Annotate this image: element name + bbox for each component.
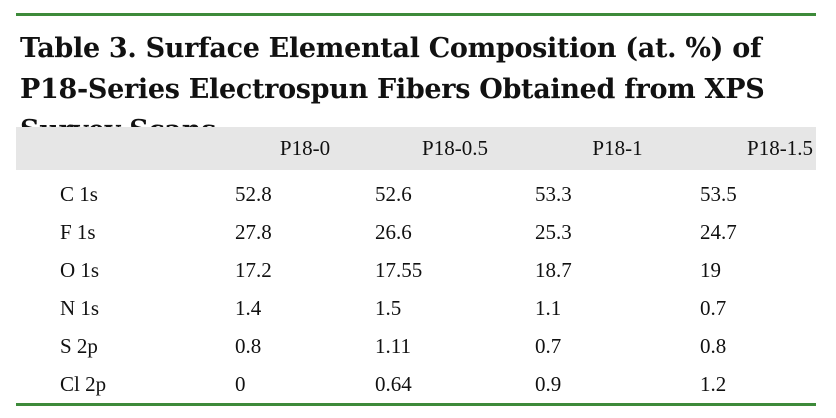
table-cell: 1.4 [235,295,262,320]
table-cell: 27.8 [235,219,272,244]
table-cell: 1.11 [375,333,411,358]
table-cell: 1.1 [535,295,562,320]
table-cell: 1.2 [700,371,727,396]
table-title: Table 3. Surface Elemental Composition (… [20,33,765,146]
header-row: P18-0 P18-0.5 P18-1 P18-1.5 [16,127,836,170]
table-cell: 0.7 [535,333,562,358]
table-cell: 24.7 [700,219,737,244]
table-cell: 0.7 [700,295,727,320]
bottom-rule [16,403,816,406]
column-header-p18-0: P18-0 [279,136,331,160]
column-header-element [16,127,235,170]
table-cell: 52.6 [375,181,412,206]
table-cell: 17.55 [375,257,423,282]
row-label: N 1s [60,295,100,320]
table-row: C 1s 52.8 52.6 53.3 53.5 [16,170,836,213]
table-row: F 1s 27.8 26.6 25.3 24.7 [16,213,836,251]
row-label: O 1s [60,257,100,282]
table-cell: 53.3 [535,181,572,206]
row-label: Cl 2p [60,371,107,396]
table-cell: 0.8 [700,333,727,358]
table-cell: 18.7 [535,257,572,282]
table-cell: 0.64 [375,371,412,396]
table-row: S 2p 0.8 1.11 0.7 0.8 [16,327,836,365]
row-label: C 1s [60,181,98,206]
row-label: S 2p [60,333,98,358]
table-cell: 25.3 [535,219,572,244]
table-row: O 1s 17.2 17.55 18.7 19 [16,251,836,289]
table-row: Cl 2p 0 0.64 0.9 1.2 [16,365,836,403]
table-cell: 52.8 [235,181,272,206]
table-cell: 26.6 [375,219,412,244]
table-cell: 19 [700,257,721,282]
table-cell: 53.5 [700,181,737,206]
top-rule [16,13,816,16]
row-label: F 1s [60,219,96,244]
table-cell: 0 [235,371,246,396]
column-header-p18-1-5: P18-1.5 [747,136,813,160]
header-band [16,127,816,170]
table-document: Table 3. Surface Elemental Composition (… [16,0,816,418]
composition-table: P18-0 P18-0.5 P18-1 P18-1.5 C 1s 52.8 52… [16,127,836,403]
table-row: N 1s 1.4 1.5 1.1 0.7 [16,289,836,327]
table-cell: 17.2 [235,257,272,282]
column-header-p18-0-5: P18-0.5 [422,136,488,160]
column-header-p18-1: P18-1 [592,136,643,160]
table-cell: 0.8 [235,333,262,358]
table-cell: 1.5 [375,295,402,320]
table-cell: 0.9 [535,371,562,396]
